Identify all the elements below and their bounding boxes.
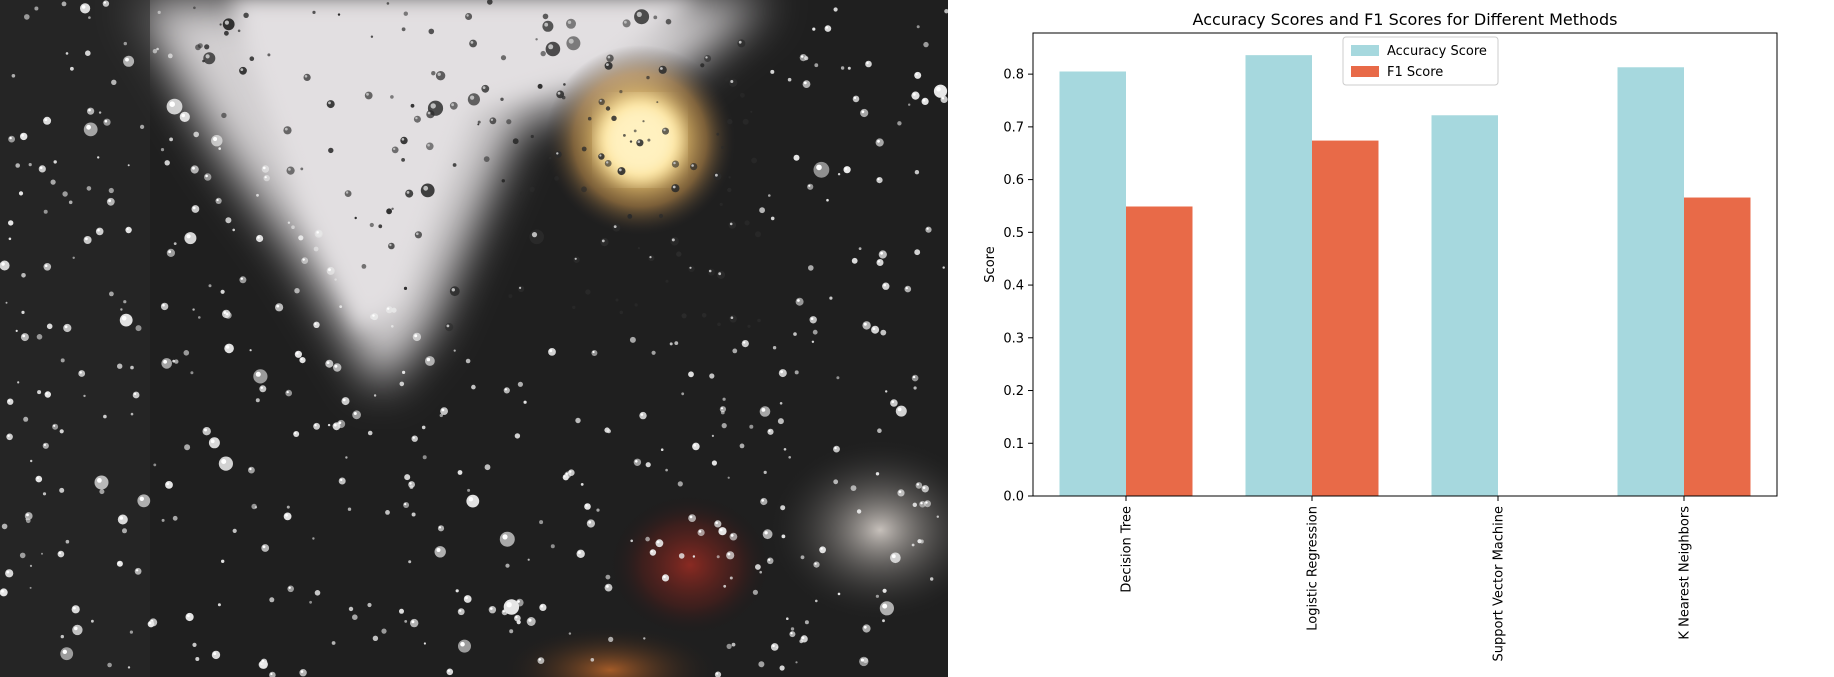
legend-swatch-f1: [1351, 66, 1379, 77]
bar-f1-decision-tree: [1126, 206, 1193, 496]
bar-accuracy-support-vector-machine: [1431, 115, 1498, 497]
bar-f1-logistic-regression: [1312, 140, 1379, 497]
legend-label-f1: F1 Score: [1387, 65, 1443, 80]
bar-f1-k-nearest-neighbors: [1684, 197, 1751, 496]
y-tick-label: 0.5: [1003, 226, 1024, 241]
photo-image: [0, 0, 948, 677]
chart-panel: Accuracy Scores and F1 Scores for Differ…: [948, 0, 1834, 677]
x-tick-label: Support Vector Machine: [1492, 506, 1507, 662]
x-tick-label: Decision Tree: [1120, 506, 1135, 593]
plot-frame: [1032, 32, 1778, 497]
legend-swatch-accuracy: [1351, 45, 1379, 56]
x-tick-label: K Nearest Neighbors: [1678, 506, 1693, 640]
y-axis: 0.0 0.1 0.2 0.3 0.4 0.5 0.6 0.7 0.8: [1003, 68, 1033, 505]
rain-window-photo: [0, 0, 948, 677]
raindrops: [0, 0, 948, 677]
chart-title: Accuracy Scores and F1 Scores for Differ…: [1193, 10, 1618, 29]
bar-accuracy-k-nearest-neighbors: [1617, 67, 1684, 496]
bars-group: [1059, 55, 1751, 497]
bar-accuracy-logistic-regression: [1245, 55, 1312, 496]
y-tick-label: 0.1: [1003, 437, 1024, 452]
y-tick-label: 0.3: [1003, 331, 1024, 346]
bar-accuracy-decision-tree: [1059, 71, 1126, 496]
x-tick-label: Logistic Regression: [1306, 506, 1321, 631]
y-tick-label: 0.8: [1003, 68, 1024, 83]
y-tick-label: 0.4: [1003, 279, 1024, 294]
bar-chart: Accuracy Scores and F1 Scores for Differ…: [983, 10, 1778, 662]
y-tick-label: 0.2: [1003, 384, 1024, 399]
y-tick-label: 0.6: [1003, 173, 1024, 188]
legend-box: [1342, 36, 1499, 86]
y-tick-label: 0.7: [1003, 120, 1024, 135]
legend: Accuracy Score F1 Score: [1342, 36, 1499, 86]
y-axis-label: Score: [983, 246, 998, 282]
y-tick-label: 0.0: [1003, 490, 1024, 505]
legend-label-accuracy: Accuracy Score: [1387, 44, 1487, 59]
x-axis: Decision Tree Logistic Regression Support …: [1120, 496, 1693, 662]
